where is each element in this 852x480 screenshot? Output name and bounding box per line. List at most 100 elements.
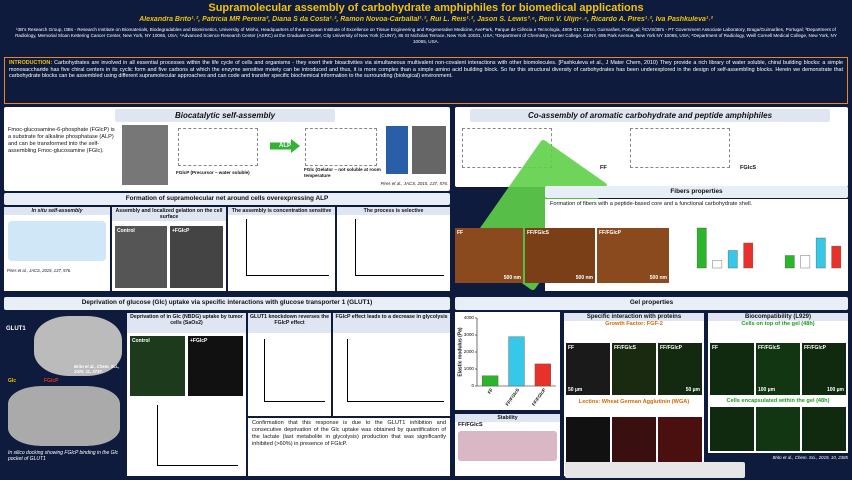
arrow: ALP	[270, 139, 300, 153]
panel: Assembly and localized gelation on the c…	[112, 207, 226, 291]
label: FGlcS	[740, 165, 757, 171]
y-tick-label: 40	[774, 240, 780, 245]
reference: Brito et al., Chem. Sci., 2020, 11, 3737…	[74, 364, 120, 374]
intro-text: Carbohydrates are involved in all essent…	[9, 60, 843, 79]
y-tick-label: 20	[774, 253, 780, 258]
image-label: FF/FGlcS	[527, 230, 549, 236]
plot-area	[246, 219, 329, 276]
section-heading: Formation of supramolecular net around c…	[4, 193, 450, 205]
panel: Biocompatibility (L929) Cells on top of …	[708, 313, 848, 453]
micrograph	[802, 407, 846, 451]
logo-strip	[565, 462, 745, 478]
section-heading: Biocatalytic self-assembly	[115, 109, 335, 122]
micrograph	[412, 126, 446, 174]
x-tick-label: FF	[786, 269, 793, 277]
x-tick-label: FF	[698, 269, 705, 277]
bar	[508, 336, 525, 387]
reference: Brito et al., Chem. Sci., 2019, 10, 2385	[772, 455, 848, 460]
x-tick-label: FF/FGlcS	[505, 387, 521, 406]
panel-title: Deprivation of in Glc (NBDG) uptake by t…	[127, 313, 246, 333]
label: GLUT1	[6, 326, 26, 332]
photo	[458, 431, 557, 461]
y-tick-label: 0	[688, 265, 691, 270]
panel: Deprivation of in Glc (NBDG) uptake by t…	[127, 313, 246, 476]
vial-photo	[386, 126, 408, 174]
image-label: +FGlcP	[190, 338, 208, 344]
x-tick-label: FF/FGlcP	[736, 269, 752, 288]
afm-image: FF 500 nm	[455, 228, 523, 283]
panel-title: Biocompatibility (L929)	[708, 313, 848, 321]
micrograph: Control	[130, 336, 185, 396]
docking-panel: GLUT1 Brito et al., Chem. Sci., 2020, 11…	[4, 312, 125, 476]
scale-bar: 50 µm	[685, 387, 700, 393]
subheading: Growth Factor: FGF-2	[605, 321, 663, 327]
authors: Alexandra Brito¹˒², Patricia MR Pereira³…	[139, 16, 713, 23]
bar	[696, 227, 707, 269]
image-label: FF	[568, 345, 575, 351]
y-tick-label: 1000	[464, 366, 475, 371]
bar	[743, 242, 754, 269]
panel: Stability FF/FGlcS	[455, 414, 560, 476]
y-tick-label: 5	[688, 253, 691, 258]
poster-title: Supramolecular assembly of carbohydrate …	[208, 2, 644, 14]
molecule	[178, 128, 258, 166]
panel: FGlcP effect leads to a decrease in glyc…	[333, 313, 450, 416]
x-tick-label: FF/FGlcP	[824, 269, 840, 288]
image-label: Control	[117, 228, 135, 234]
panel-title: In situ self-assembly	[4, 207, 110, 215]
x-tick-label: FF	[487, 387, 494, 395]
panel: In situ self-assembly Pires et al., JACS…	[4, 207, 110, 291]
plot-area	[355, 219, 444, 276]
body-text: Confirmation that this response is due t…	[248, 418, 450, 476]
afm-image: FF/FGlcS 500 nm	[525, 228, 595, 283]
y-tick-label: 3000	[464, 332, 475, 337]
micrograph	[710, 407, 754, 451]
bar	[727, 250, 738, 269]
bar	[712, 260, 723, 269]
plot-area	[347, 339, 444, 402]
y-tick-label: 15	[686, 228, 692, 233]
image-label: FF/FGlcP	[804, 345, 826, 351]
micrograph	[122, 125, 168, 185]
scale-bar: 500 nm	[649, 275, 667, 281]
bar	[815, 237, 826, 269]
y-tick-label: 20	[686, 215, 692, 220]
panel-title: FGlcP effect leads to a decrease in glyc…	[333, 313, 450, 333]
micrograph: FF	[710, 343, 754, 395]
scale-bar: 100 µm	[758, 387, 776, 393]
panel: Specific interaction with proteins Growt…	[564, 313, 704, 476]
y-axis-label: Fiber diameter (nm)	[762, 219, 768, 266]
micrograph: FF/FGlcP 50 µm	[658, 343, 702, 395]
caption: FGlcP (Precursor – water soluble)	[176, 170, 250, 175]
panel-title: The process is selective	[337, 207, 450, 215]
reference: Pires et al., JACS, 2015, 137, 576.	[380, 181, 448, 186]
caption: In silico docking showing FGlcP binding …	[8, 450, 119, 462]
micrograph	[756, 407, 800, 451]
micrograph: FF/FGlcP 100 µm	[802, 343, 846, 395]
reference: Pires et al., JACS, 2015, 137, 576.	[7, 268, 72, 273]
protein-image	[34, 316, 122, 376]
x-tick-label: FF/FGlcS	[809, 269, 825, 288]
micrograph: FF/FGlcS	[612, 343, 656, 395]
x-tick-label: FF/Glc	[709, 269, 722, 284]
micrograph: FF 50 µm	[566, 343, 610, 395]
image-label: +FGlcP	[172, 228, 190, 234]
image-label: FF/FGlcS	[614, 345, 636, 351]
image-label: FF/FGlcP	[599, 230, 621, 236]
micrograph: Control	[115, 226, 167, 288]
section-heading: Deprivation of glucose (Glc) uptake via …	[4, 297, 450, 310]
panel: The assembly is concentration sensitive	[228, 207, 335, 291]
afm-image: FF/FGlcP 500 nm	[597, 228, 669, 283]
panel	[545, 199, 848, 291]
introduction: INTRODUCTION: Carbohydrates are involved…	[4, 57, 848, 104]
molecule	[305, 128, 377, 166]
subheading: Cells on top of the gel (48h)	[741, 321, 815, 327]
y-axis-label: Elastic modulus (Pa)	[457, 327, 463, 377]
panel-title: Assembly and localized gelation on the c…	[112, 207, 226, 221]
caption: FGlc (Gelator – not soluble at room temp…	[304, 167, 381, 178]
y-axis-label: Young modulus (GPa)	[674, 217, 680, 269]
y-tick-label: 0	[471, 383, 474, 388]
scale-bar: 500 nm	[575, 275, 593, 281]
subheading: Lectins: Wheat German Agglutinin (WGA)	[578, 399, 690, 405]
